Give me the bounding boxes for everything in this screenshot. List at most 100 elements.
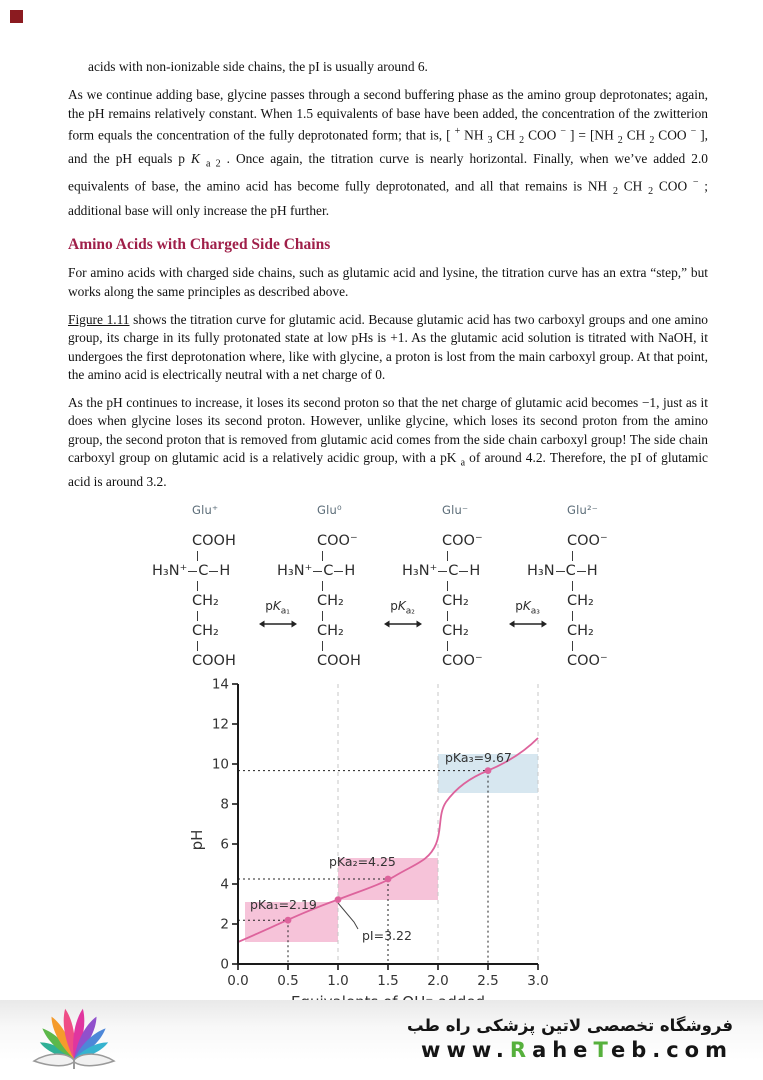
side-chain-carboxyl-group: COOH	[192, 653, 236, 670]
svg-text:0.0: 0.0	[227, 973, 248, 989]
alpha-carbon: C	[565, 563, 576, 580]
structure-glu-zero: Glu⁰ COO⁻ H₃N⁺ C H CH₂ CH₂ COOH	[277, 503, 379, 670]
amine-row: H₃N⁺ C H	[402, 562, 504, 580]
amine-row: H₃N⁺ C H	[277, 562, 379, 580]
bond	[334, 570, 344, 572]
bond	[447, 581, 448, 592]
site-url[interactable]: www.RaheTeb.com	[407, 1038, 733, 1062]
svg-text:14: 14	[212, 678, 229, 693]
footer: فروشگاه تخصصی لاتین پزشکی راه طب www.Rah…	[0, 1000, 763, 1080]
raheteb-logo	[32, 1008, 116, 1069]
species-label: Glu⁰	[317, 503, 342, 518]
bond	[447, 551, 448, 562]
equilibrium-pka2: pKa₂	[379, 503, 426, 670]
url-segment: www.	[421, 1038, 510, 1062]
amine-row: H₃N⁺ C H	[152, 562, 254, 580]
bond	[188, 570, 198, 572]
svg-text:10: 10	[212, 757, 229, 773]
paragraph-ph-increase: As the pH continues to increase, it lose…	[68, 395, 708, 489]
curve-points	[284, 767, 492, 924]
bond	[576, 570, 586, 572]
bond	[209, 570, 219, 572]
axis-ticks	[232, 683, 539, 971]
svg-text:2: 2	[220, 917, 229, 933]
paragraph-fragment: acids with non-ionizable side chains, th…	[88, 59, 428, 74]
titration-chart-svg: 14 12 10 8 6 4 2 0 0.0 0.5 1.0 1.5 2.0 2…	[188, 677, 549, 1012]
annotations: pKa₁=2.19 pKa₂=4.25 pKa₃=9.67 pI=3.22	[250, 750, 512, 943]
bond	[322, 611, 323, 622]
section-heading: Amino Acids with Charged Side Chains	[68, 236, 331, 254]
equilibrium-pka1: pKa₁	[254, 503, 301, 670]
bond	[322, 581, 323, 592]
alpha-carbon: C	[448, 563, 459, 580]
svg-text:3.0: 3.0	[527, 973, 548, 989]
species-label: Glu⁻	[442, 503, 469, 518]
pi-leader-line	[337, 902, 359, 930]
methylene-group: CH₂	[442, 623, 469, 640]
bond	[197, 581, 198, 592]
side-chain-carboxyl-group: COO⁻	[567, 653, 608, 670]
pka-label: pKa₁	[265, 599, 290, 617]
pi-annotation: pI=3.22	[362, 928, 412, 943]
bond	[447, 641, 448, 652]
bond	[447, 611, 448, 622]
alpha-carboxyl-group: COOH	[192, 533, 236, 550]
bond	[197, 551, 198, 562]
side-chain-carboxyl-group: COOH	[317, 653, 361, 670]
methylene-group: CH₂	[567, 623, 594, 640]
methylene-group: CH₂	[442, 593, 469, 610]
url-segment: ahe	[532, 1038, 594, 1062]
alpha-hydrogen: H	[586, 563, 598, 580]
alpha-carbon: C	[198, 563, 209, 580]
bond	[572, 551, 573, 562]
article-body: acids with non-ionizable side chains, th…	[68, 0, 708, 491]
methylene-group: CH₂	[317, 623, 344, 640]
svg-text:4: 4	[220, 877, 229, 893]
methylene-group: CH₂	[567, 593, 594, 610]
equilibrium-arrow-icon	[258, 620, 297, 628]
bond	[555, 570, 565, 572]
alpha-hydrogen: H	[219, 563, 231, 580]
paragraph-figure-reference[interactable]: Figure 1.11 shows the titration curve fo…	[68, 311, 708, 382]
svg-text:1.5: 1.5	[377, 973, 398, 989]
methylene-group: CH₂	[317, 593, 344, 610]
svg-text:8: 8	[220, 797, 229, 813]
amine-group: H₃N⁺	[402, 563, 438, 580]
pka-label: pKa₃	[515, 599, 540, 617]
alpha-carboxyl-group: COO⁻	[442, 533, 483, 550]
bond	[459, 570, 469, 572]
guide-lines	[238, 770, 489, 965]
svg-text:2.0: 2.0	[427, 973, 448, 989]
svg-text:0.5: 0.5	[277, 973, 298, 989]
species-label: Glu²⁻	[567, 503, 599, 518]
footer-branding: فروشگاه تخصصی لاتین پزشکی راه طب www.Rah…	[407, 1016, 733, 1062]
buffer-regions	[245, 754, 538, 943]
methylene-group: CH₂	[192, 623, 219, 640]
alpha-hydrogen: H	[344, 563, 356, 580]
methylene-group: CH₂	[192, 593, 219, 610]
structure-glu-plus: Glu⁺ COOH H₃N⁺ C H CH₂ CH₂ COOH	[152, 503, 254, 670]
amine-group: H₃N	[527, 563, 555, 580]
glutamate-structures-figure: Glu⁺ COOH H₃N⁺ C H CH₂ CH₂ COOH pKa₁ Glu⁰ …	[152, 503, 763, 670]
y-axis-label: pH	[188, 830, 206, 851]
svg-text:0: 0	[220, 957, 229, 973]
svg-text:6: 6	[220, 837, 229, 853]
pka-label: pKa₂	[390, 599, 415, 617]
amine-group: H₃N⁺	[277, 563, 313, 580]
paragraph-glycine-base: As we continue adding base, glycine pass…	[68, 87, 708, 218]
titration-chart: 14 12 10 8 6 4 2 0 0.0 0.5 1.0 1.5 2.0 2…	[188, 677, 763, 1021]
equilibrium-pka3: pKa₃	[504, 503, 551, 670]
structure-glu-minus: Glu⁻ COO⁻ H₃N⁺ C H CH₂ CH₂ COO⁻	[402, 503, 504, 670]
bond	[572, 611, 573, 622]
page-corner-marker	[10, 10, 23, 23]
species-label: Glu⁺	[192, 503, 219, 518]
alpha-hydrogen: H	[469, 563, 481, 580]
svg-text:2.5: 2.5	[477, 973, 498, 989]
pka3-annotation: pKa₃=9.67	[445, 750, 512, 765]
alpha-carbon: C	[323, 563, 334, 580]
bond	[322, 551, 323, 562]
amine-row: H₃N C H	[527, 562, 629, 580]
bond	[438, 570, 448, 572]
gridlines	[337, 684, 539, 965]
equilibrium-arrow-icon	[508, 620, 547, 628]
